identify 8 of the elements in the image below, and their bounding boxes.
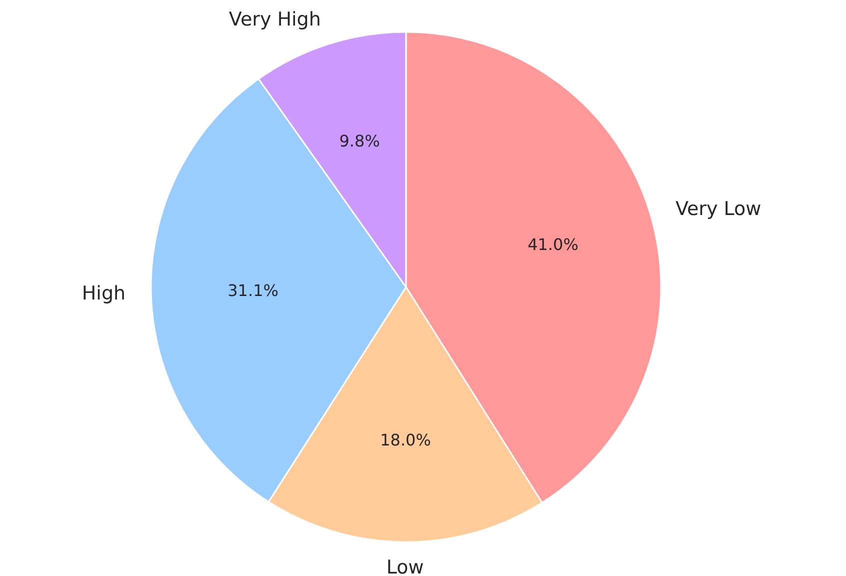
data-label: 9.8% <box>339 132 380 151</box>
data-label: 18.0% <box>380 430 431 450</box>
slice-label: Low <box>386 556 424 576</box>
slice-label: High <box>82 282 126 305</box>
data-label: 41.0% <box>528 235 578 254</box>
data-label: 31.1% <box>228 281 278 300</box>
slice-label: Very Low <box>675 198 762 220</box>
slice-label: Very High <box>228 8 321 31</box>
